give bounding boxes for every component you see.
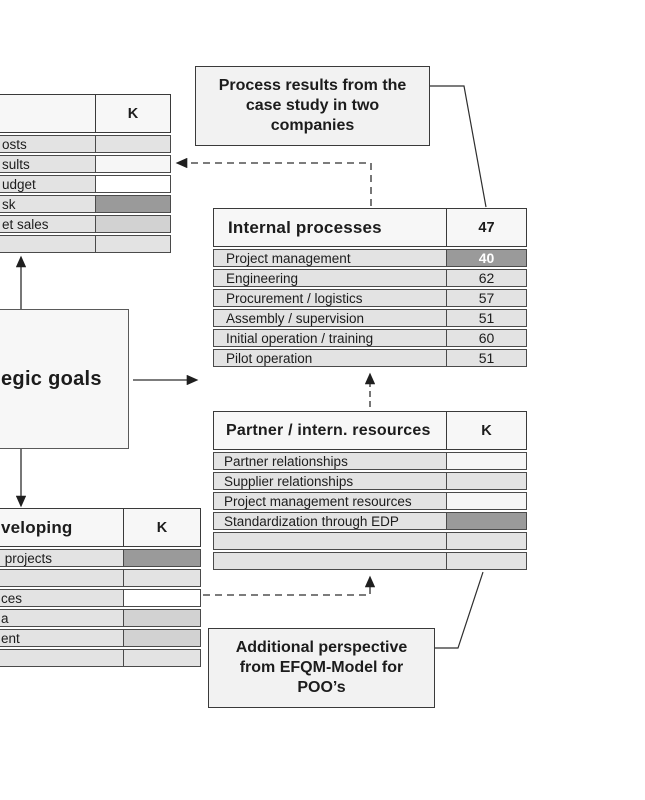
callout-process-results-text: Process results from the case study in t… — [218, 77, 407, 134]
callout-efqm-perspective-text: Additional perspective from EFQM-Model f… — [235, 639, 408, 696]
strategic-goals-label: egic goals — [1, 367, 102, 390]
connector-bottom-callout — [435, 571, 484, 649]
callout-process-results: Process results from the case study in t… — [195, 66, 430, 146]
callout-efqm-perspective: Additional perspective from EFQM-Model f… — [208, 628, 435, 708]
table-row — [0, 569, 201, 587]
table-row: Standardization through EDP — [213, 512, 527, 530]
dashed-arrow-developing-to-partner — [203, 575, 376, 596]
table-row: Assembly / supervision 51 — [213, 309, 527, 327]
financial-table-header: K — [0, 94, 171, 133]
table-row: Procurement / logistics 57 — [213, 289, 527, 307]
table-row: ent — [0, 629, 201, 647]
developing-table-header: veloping K — [0, 508, 201, 547]
table-row: sults — [0, 155, 171, 173]
internal-processes-table: Internal processes 47 Project management… — [213, 208, 527, 367]
table-row: ces — [0, 589, 201, 607]
table-row: osts — [0, 135, 171, 153]
table-row — [0, 235, 171, 253]
table-row: Project management 40 — [213, 249, 527, 267]
connector-top-callout — [430, 85, 487, 208]
internal-processes-header: Internal processes 47 — [213, 208, 527, 247]
table-row: projects — [0, 549, 201, 567]
partner-resources-table: Partner / intern. resources K Partner re… — [213, 411, 527, 570]
strategic-goals-box: egic goals — [0, 309, 129, 449]
table-row: Project management resources — [213, 492, 527, 510]
table-row: Engineering 62 — [213, 269, 527, 287]
table-row: a — [0, 609, 201, 627]
financial-table: K osts sults udget sk et sales — [0, 94, 171, 253]
internal-processes-score: 47 — [446, 209, 526, 246]
partner-k-header: K — [446, 412, 526, 449]
table-row: Partner relationships — [213, 452, 527, 470]
partner-resources-header: Partner / intern. resources K — [213, 411, 527, 450]
table-row — [213, 532, 527, 550]
table-row: Pilot operation 51 — [213, 349, 527, 367]
table-row — [0, 649, 201, 667]
financial-table-title — [0, 95, 95, 132]
table-row: sk — [0, 195, 171, 213]
internal-processes-title: Internal processes — [228, 217, 382, 237]
developing-table-title: veloping — [1, 517, 73, 537]
dashed-arrow-internal-to-financial — [175, 157, 372, 206]
financial-k-header: K — [95, 95, 170, 132]
table-row: udget — [0, 175, 171, 193]
partner-resources-title: Partner / intern. resources — [226, 421, 431, 439]
developing-table: veloping K projects ces a ent — [0, 508, 201, 667]
table-row: Supplier relationships — [213, 472, 527, 490]
developing-k-header: K — [123, 509, 200, 546]
table-row: et sales — [0, 215, 171, 233]
table-row — [213, 552, 527, 570]
table-row: Initial operation / training 60 — [213, 329, 527, 347]
